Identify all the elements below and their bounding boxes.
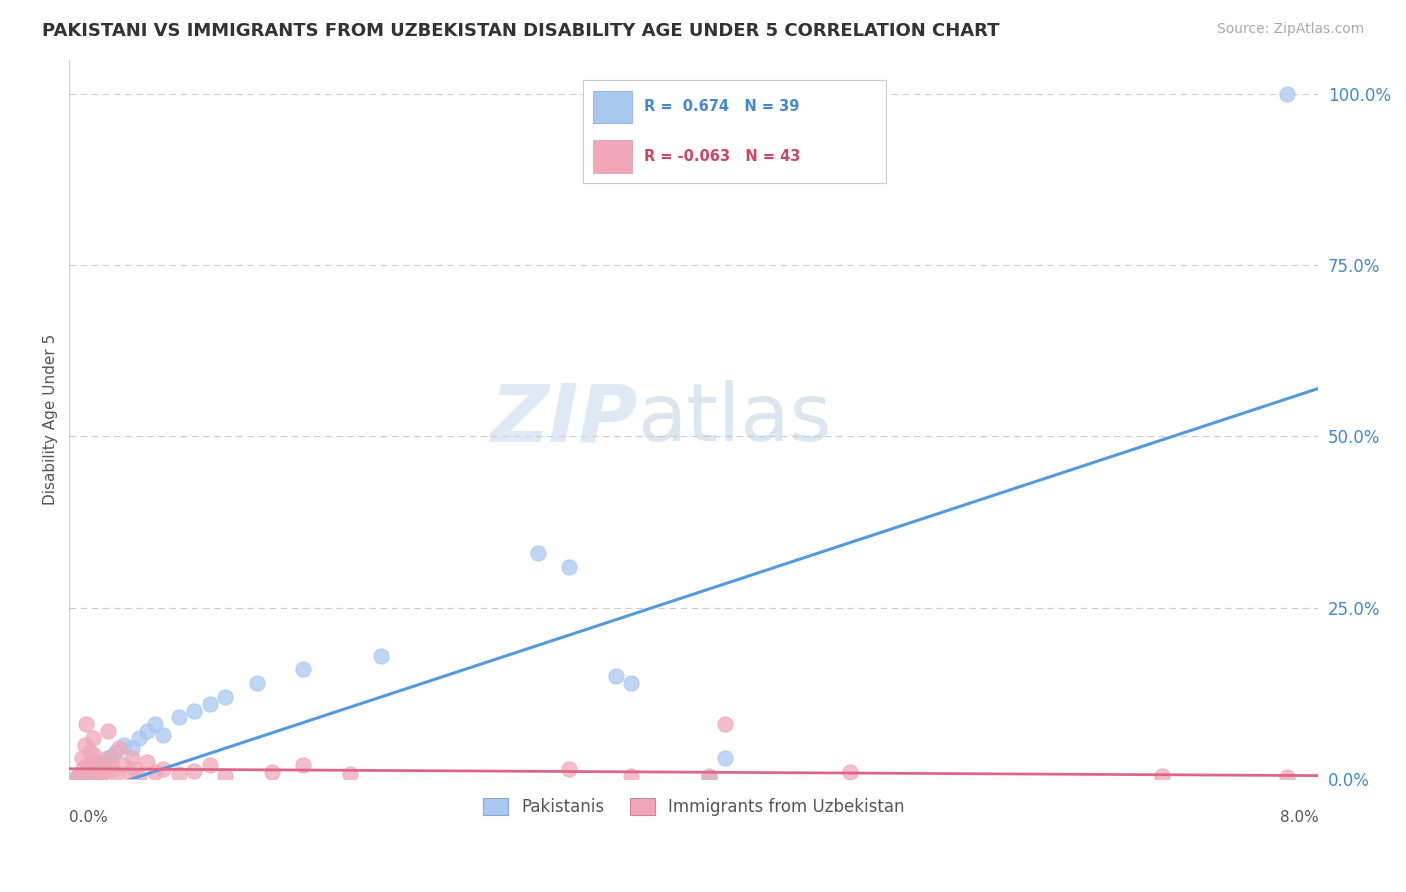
Point [183, 704, 205, 718]
Point [80, 770, 103, 784]
Point [198, 697, 221, 711]
Point [70, 751, 93, 765]
Point [93, 765, 115, 780]
Point [98, 751, 121, 765]
Text: ZIP: ZIP [491, 380, 637, 458]
Point [105, 745, 128, 759]
Point [1275, 87, 1298, 101]
Point [339, 766, 361, 780]
Point [82, 758, 104, 772]
Point [77, 758, 100, 772]
Point [143, 765, 166, 780]
Point [86, 769, 108, 783]
Point [152, 762, 174, 776]
Point [69, 769, 91, 783]
Point [214, 769, 236, 783]
Point [136, 755, 159, 769]
Legend: Pakistanis, Immigrants from Uzbekistan: Pakistanis, Immigrants from Uzbekistan [475, 789, 912, 825]
Point [262, 765, 284, 780]
Point [84, 764, 107, 778]
Point [83, 747, 105, 762]
Text: PAKISTANI VS IMMIGRANTS FROM UZBEKISTAN DISABILITY AGE UNDER 5 CORRELATION CHART: PAKISTANI VS IMMIGRANTS FROM UZBEKISTAN … [42, 22, 1000, 40]
Text: 8.0%: 8.0% [1279, 810, 1319, 825]
Point [75, 717, 97, 731]
Point [77, 768, 100, 782]
Point [167, 766, 190, 780]
Point [82, 731, 104, 745]
Point [1152, 769, 1174, 783]
Point [183, 764, 205, 778]
Point [245, 676, 267, 690]
Point [73, 769, 96, 783]
Point [214, 690, 236, 704]
Y-axis label: Disability Age Under 5: Disability Age Under 5 [44, 334, 58, 505]
Point [714, 751, 737, 765]
Point [558, 762, 581, 776]
Point [143, 717, 166, 731]
Point [1275, 770, 1298, 784]
Point [292, 758, 315, 772]
Point [108, 741, 131, 756]
Text: Source: ZipAtlas.com: Source: ZipAtlas.com [1216, 22, 1364, 37]
Point [112, 738, 135, 752]
Point [84, 755, 107, 769]
Point [198, 758, 221, 772]
Point [73, 738, 96, 752]
Point [152, 727, 174, 741]
Point [838, 765, 860, 780]
Point [79, 745, 101, 759]
Point [72, 766, 94, 780]
Point [86, 762, 108, 776]
Point [128, 731, 150, 745]
Point [699, 769, 721, 783]
Text: 0.0%: 0.0% [69, 810, 108, 825]
Point [79, 762, 101, 776]
Point [97, 724, 120, 739]
Point [93, 755, 115, 769]
Point [69, 769, 91, 783]
FancyBboxPatch shape [592, 140, 631, 173]
Point [72, 762, 94, 776]
Point [96, 758, 118, 772]
Point [121, 751, 143, 765]
Text: R = -0.063   N = 43: R = -0.063 N = 43 [644, 149, 800, 164]
Point [558, 559, 581, 574]
Point [83, 766, 105, 780]
Point [80, 765, 103, 780]
Text: R =  0.674   N = 39: R = 0.674 N = 39 [644, 99, 800, 114]
Point [167, 710, 190, 724]
Point [66, 770, 89, 784]
Point [101, 747, 124, 762]
Point [292, 662, 315, 676]
Point [105, 766, 128, 780]
Point [70, 771, 93, 785]
Point [526, 546, 548, 560]
Point [112, 758, 135, 772]
Point [89, 769, 111, 783]
Text: atlas: atlas [637, 380, 832, 458]
Point [101, 762, 124, 776]
Point [136, 724, 159, 739]
Point [699, 770, 721, 784]
Point [620, 769, 643, 783]
Point [75, 765, 97, 780]
Point [98, 758, 121, 772]
Point [121, 741, 143, 756]
FancyBboxPatch shape [592, 91, 631, 123]
Point [66, 770, 89, 784]
Point [370, 648, 392, 663]
Point [714, 717, 737, 731]
Point [89, 760, 111, 774]
Point [96, 751, 118, 765]
Point [124, 762, 146, 776]
Point [620, 676, 643, 690]
Point [117, 765, 139, 780]
Point [128, 769, 150, 783]
Point [605, 669, 627, 683]
